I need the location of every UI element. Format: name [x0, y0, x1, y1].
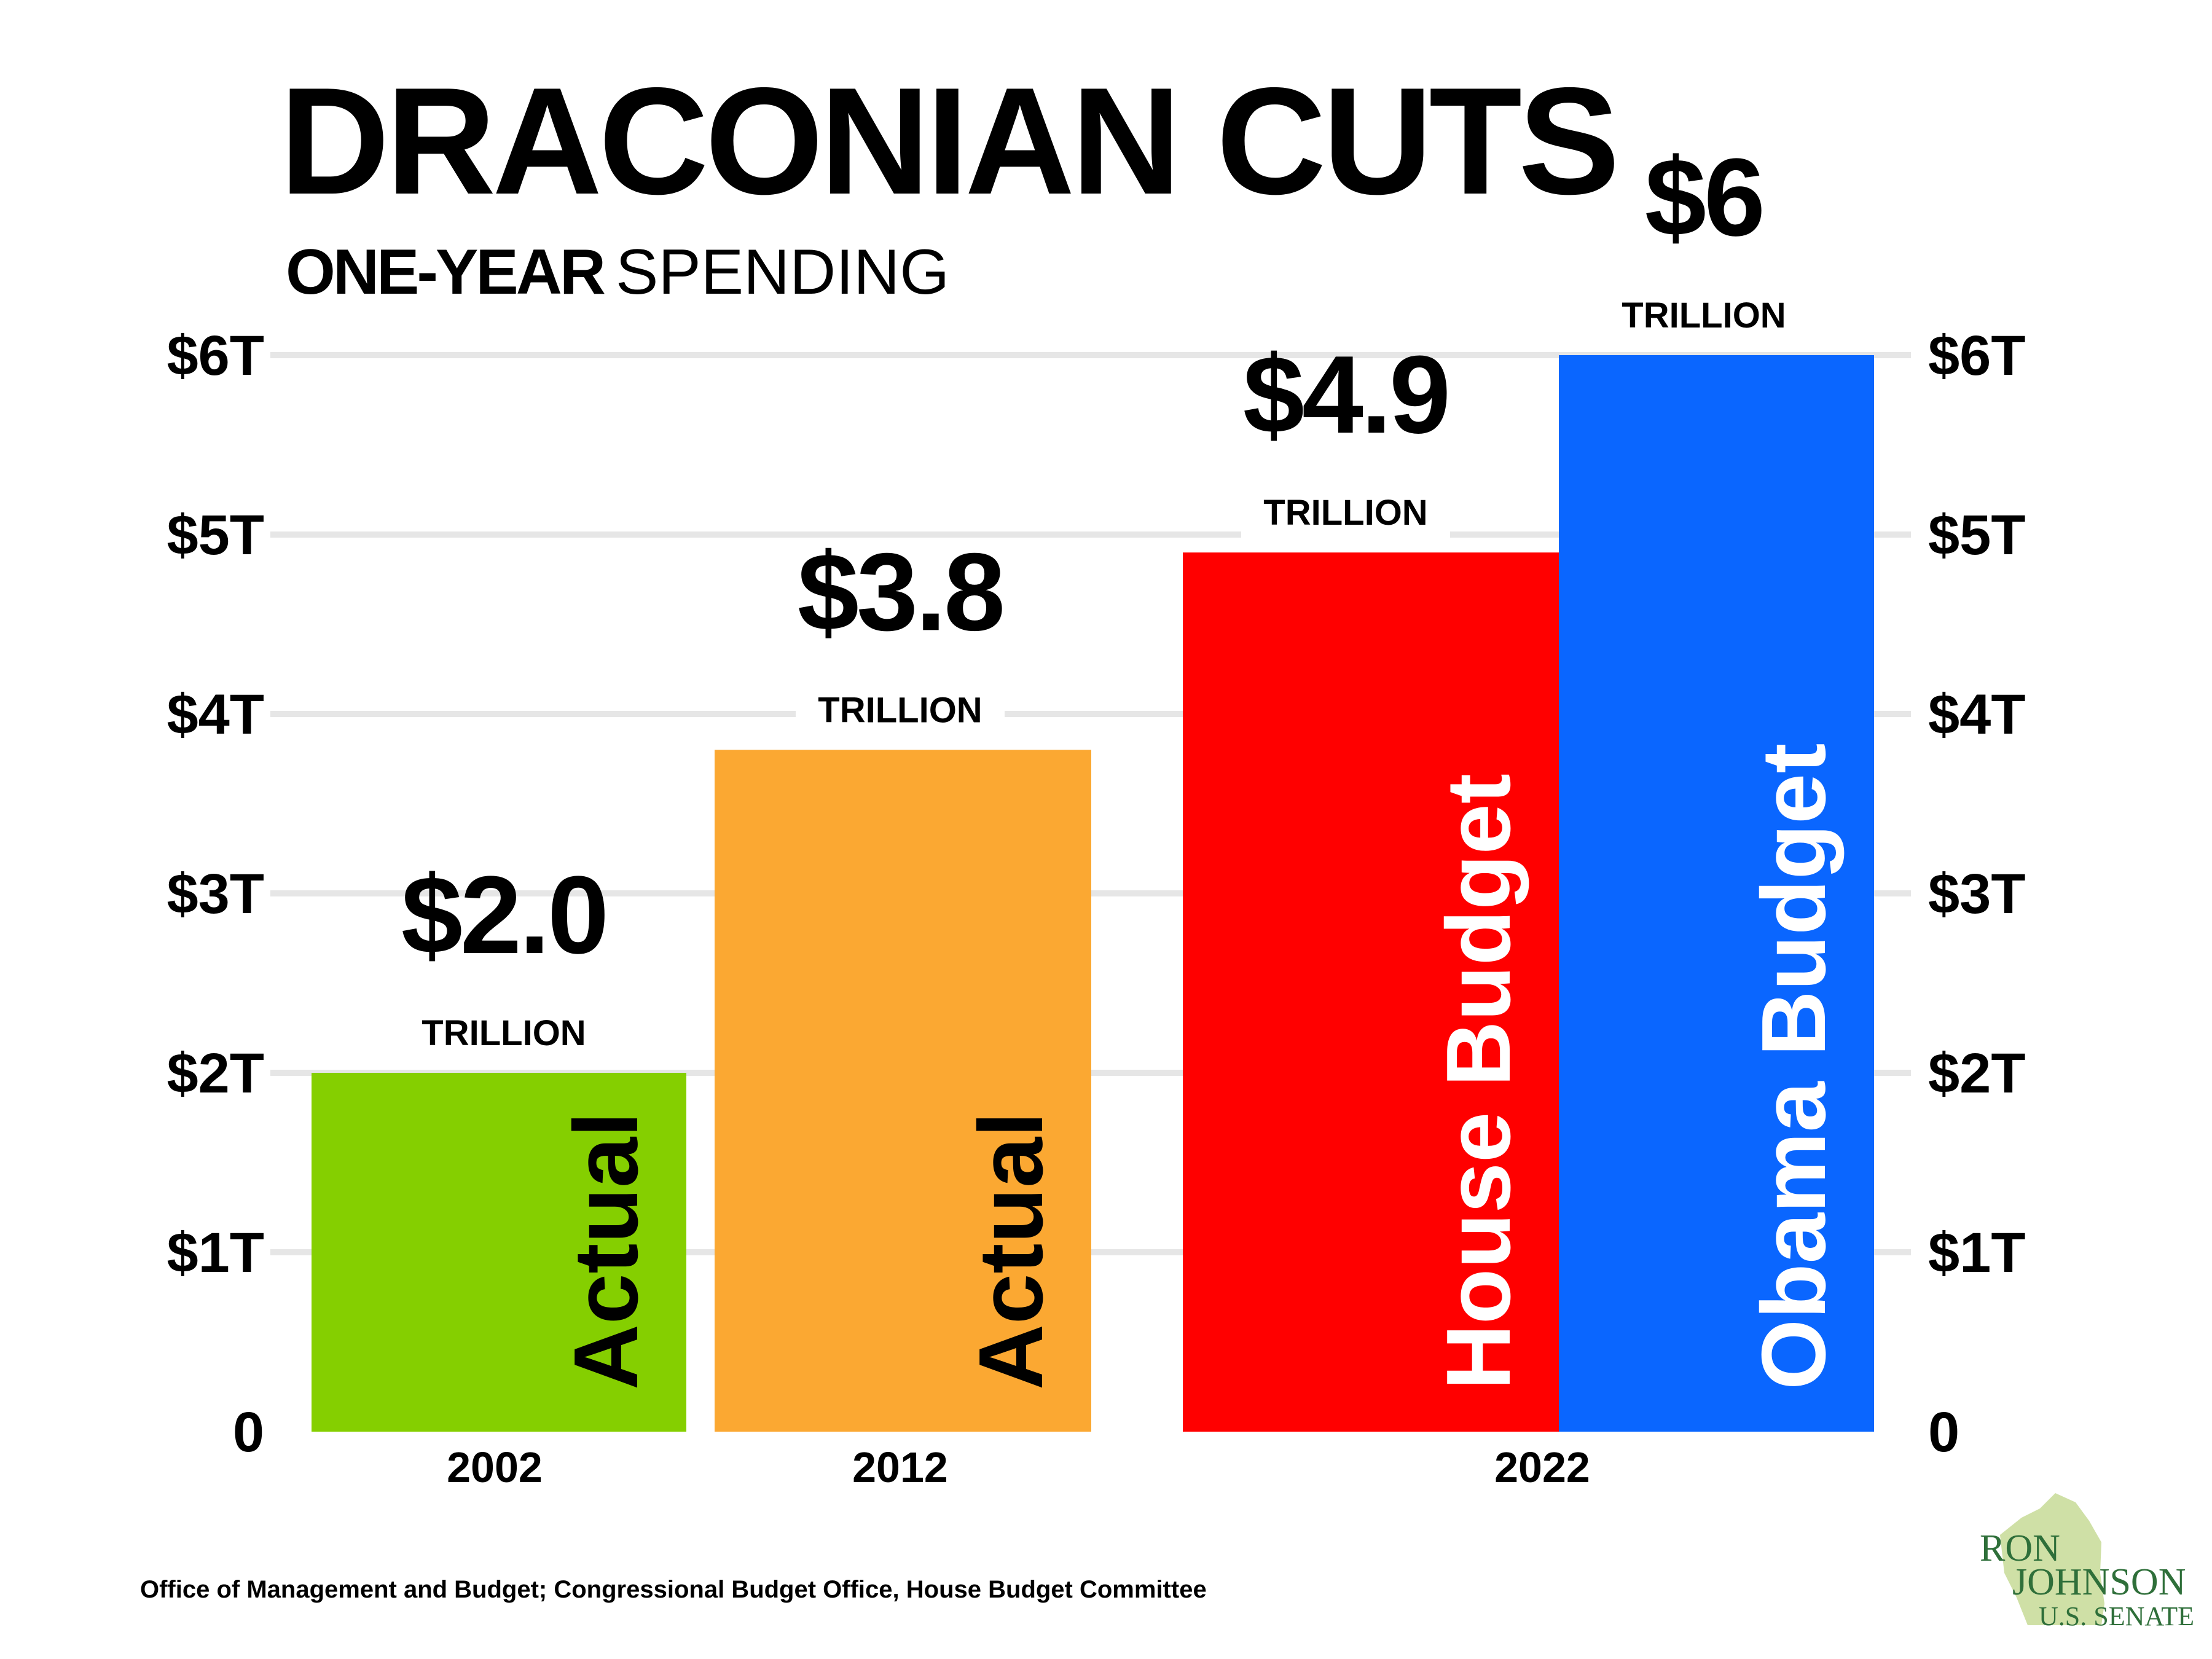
y-tick-label-left: 0: [233, 1401, 264, 1464]
unit-label: TRILLION: [1622, 296, 1786, 335]
bar-label: Obama Budget: [1743, 743, 1845, 1390]
bar-label: House Budget: [1428, 774, 1529, 1390]
bar-label: Actual: [960, 1112, 1062, 1390]
value-label: $4.9: [1243, 333, 1448, 457]
logo-line1: RON: [1980, 1528, 2060, 1569]
value-label: $3.8: [798, 530, 1003, 654]
value-label-backing: [399, 1006, 608, 1058]
y-tick-label-right: $6T: [1928, 324, 2026, 387]
y-tick-label-right: $5T: [1928, 504, 2026, 567]
chart-subtitle: ONE-YEAR SPENDING: [286, 237, 949, 308]
x-category-label: 2022: [1494, 1443, 1590, 1491]
unit-label: TRILLION: [1263, 493, 1427, 533]
value-label: $2.0: [401, 853, 606, 977]
unit-label: TRILLION: [422, 1013, 586, 1053]
value-label-backing: [796, 683, 1005, 735]
x-category-label: 2012: [852, 1443, 948, 1491]
source-note: Office of Management and Budget; Congres…: [140, 1576, 1207, 1603]
y-tick-label-left: $4T: [167, 683, 264, 746]
y-tick-label-left: $3T: [167, 863, 264, 925]
y-tick-label-left: $5T: [167, 504, 264, 567]
y-tick-label-right: $4T: [1928, 683, 2026, 746]
bar-value-labels: $2.0 TRILLION $3.8 TRILLION $4.9 TRILLION $6 TR…: [399, 136, 1808, 1058]
bar: [1183, 552, 1559, 1432]
x-axis-categories: 2002 2012 2022: [447, 1443, 1590, 1491]
logo-line2: JOHNSON: [2012, 1561, 2186, 1603]
subtitle-rest: SPENDING: [616, 237, 949, 308]
y-tick-label-right: $2T: [1928, 1042, 2026, 1105]
bars: Actual Actual House Budget Obama Budget: [312, 355, 1874, 1432]
y-tick-label-right: $3T: [1928, 863, 2026, 925]
bar: [1559, 355, 1874, 1432]
y-tick-label-left: $6T: [167, 324, 264, 387]
chart-title: DRACONIAN CUTS: [280, 55, 1617, 226]
bar: [312, 1073, 686, 1432]
y-tick-label-right: $1T: [1928, 1222, 2026, 1284]
bar-label: Actual: [555, 1112, 657, 1390]
y-tick-label-left: $1T: [167, 1222, 264, 1284]
subtitle-bold: ONE-YEAR: [286, 237, 605, 308]
y-tick-label-right: 0: [1928, 1401, 1959, 1464]
value-label-backing: [1241, 486, 1450, 538]
logo-line3: U.S. SENATE: [2039, 1601, 2194, 1631]
wisconsin-state-icon: [2000, 1493, 2104, 1625]
value-label-backing: [1599, 289, 1808, 340]
y-axis-ticks: 0 0 $1T $1T $2T $2T $3T $3T $4T $4T $5T $5T $6T $6T: [167, 324, 2025, 1464]
unit-label: TRILLION: [818, 690, 982, 730]
bar: [715, 750, 1091, 1432]
x-category-label: 2002: [447, 1443, 543, 1491]
ron-johnson-logo: RON JOHNSON U.S. SENATE: [1980, 1493, 2194, 1631]
y-tick-label-left: $2T: [167, 1042, 264, 1105]
value-label: $6: [1645, 136, 1763, 259]
